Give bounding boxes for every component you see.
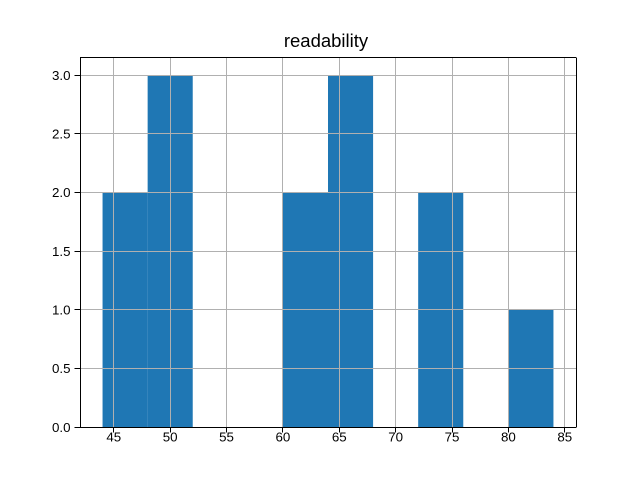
svg-text:1.0: 1.0	[52, 302, 71, 317]
svg-text:85: 85	[557, 430, 572, 445]
svg-text:55: 55	[219, 430, 234, 445]
svg-text:45: 45	[106, 430, 121, 445]
svg-text:3.0: 3.0	[52, 68, 71, 83]
svg-text:2.0: 2.0	[52, 185, 71, 200]
svg-text:70: 70	[388, 430, 403, 445]
svg-text:60: 60	[275, 430, 290, 445]
svg-text:0.0: 0.0	[52, 420, 71, 435]
svg-text:50: 50	[163, 430, 178, 445]
svg-text:65: 65	[332, 430, 347, 445]
svg-text:1.5: 1.5	[52, 244, 71, 259]
svg-text:80: 80	[501, 430, 516, 445]
svg-text:0.5: 0.5	[52, 361, 71, 376]
svg-text:readability: readability	[284, 30, 369, 51]
svg-text:2.5: 2.5	[52, 126, 71, 141]
svg-text:75: 75	[445, 430, 460, 445]
